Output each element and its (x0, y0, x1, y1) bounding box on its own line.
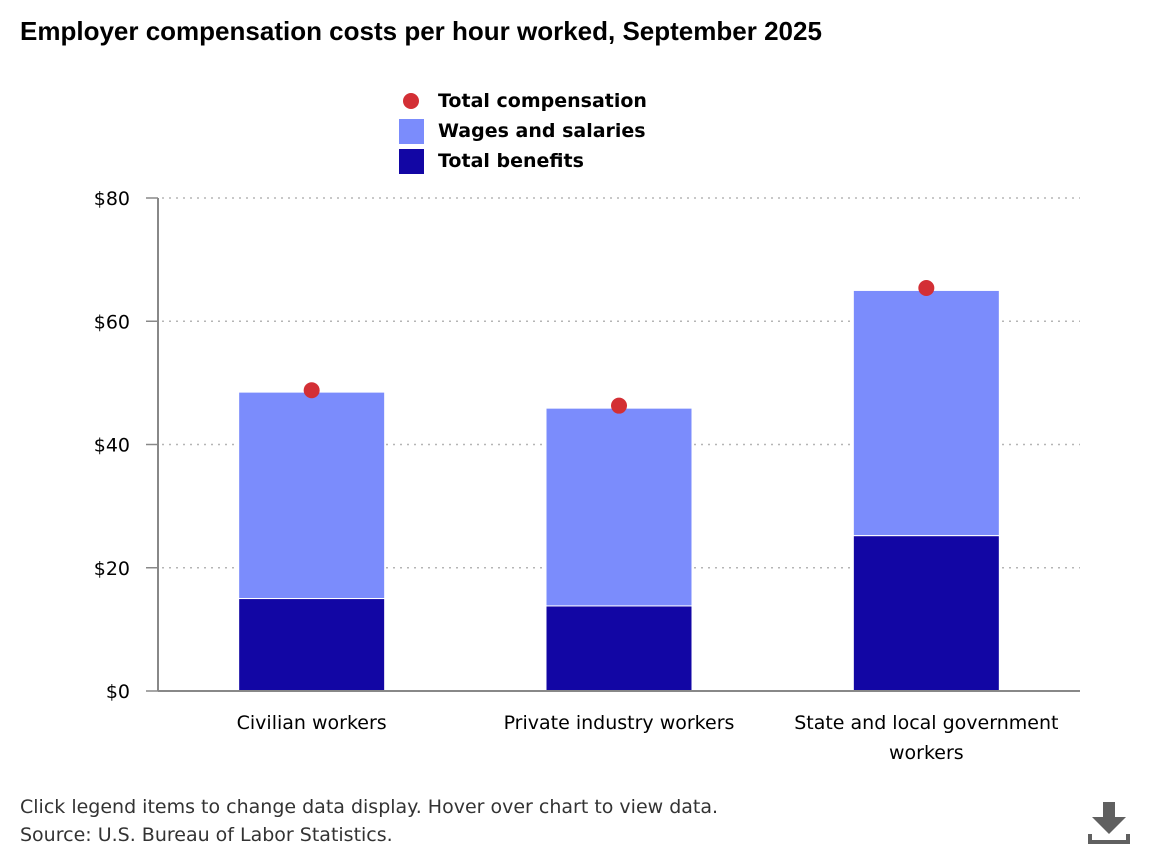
bar-wages-and-salaries (852, 289, 1000, 537)
y-tick-label: $40 (94, 435, 130, 457)
x-tick-label: Private industry workers (504, 712, 735, 734)
chart-source: Source: U.S. Bureau of Labor Statistics. (20, 824, 393, 846)
chart-legend: Total compensation Wages and salaries To… (398, 86, 647, 176)
legend-item-total-compensation[interactable]: Total compensation (398, 86, 647, 116)
legend-dot-icon (398, 88, 424, 114)
legend-label: Total benefits (438, 150, 584, 172)
x-tick-label: Civilian workers (237, 712, 387, 734)
legend-square-icon (398, 118, 424, 144)
legend-square-icon (398, 148, 424, 174)
bar-wages-and-salaries (545, 407, 693, 607)
y-tick-label: $0 (106, 681, 130, 703)
download-icon[interactable] (1086, 800, 1132, 848)
point-total-compensation (918, 279, 935, 296)
y-tick-label: $20 (94, 558, 130, 580)
legend-label: Total compensation (438, 90, 647, 112)
chart-title: Employer compensation costs per hour wor… (20, 16, 822, 46)
legend-item-wages-and-salaries[interactable]: Wages and salaries (398, 116, 647, 146)
y-tick-label: $80 (94, 188, 130, 210)
chart-instructions: Click legend items to change data displa… (20, 796, 719, 818)
point-total-compensation (303, 382, 320, 399)
bar-total-benefits (238, 598, 386, 692)
legend-item-total-benefits[interactable]: Total benefits (398, 146, 647, 176)
legend-label: Wages and salaries (438, 120, 646, 142)
bar-total-benefits (852, 535, 1000, 692)
bar-total-benefits (545, 605, 693, 692)
x-tick-label: State and local government workers (794, 712, 1058, 764)
bar-wages-and-salaries (238, 391, 386, 600)
y-tick-label: $60 (94, 311, 130, 333)
point-total-compensation (611, 397, 627, 414)
